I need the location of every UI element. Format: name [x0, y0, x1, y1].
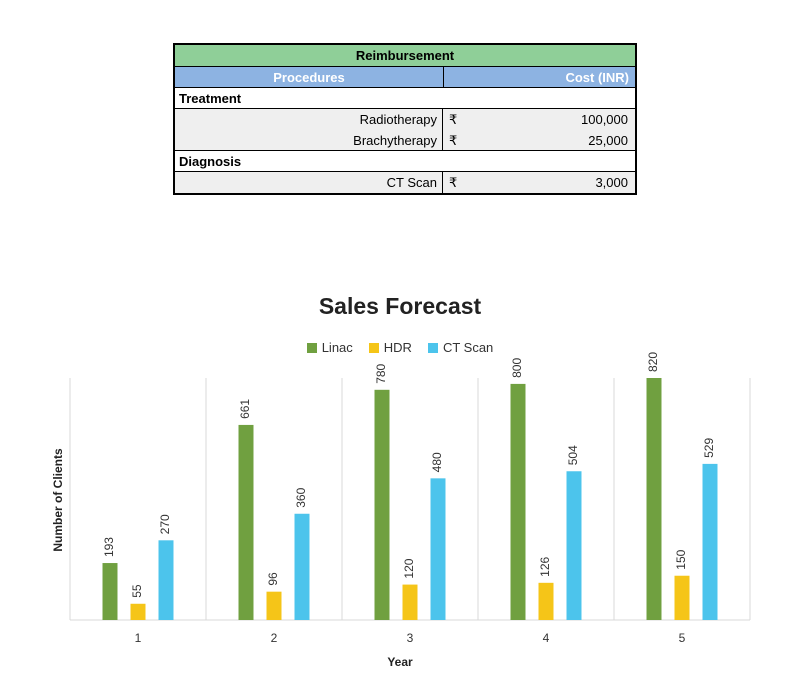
x-tick-label: 1: [135, 631, 142, 645]
currency-symbol: ₹: [449, 133, 458, 148]
data-label: 504: [566, 445, 580, 465]
data-label: 96: [266, 572, 280, 586]
data-label: 780: [374, 363, 388, 383]
data-label: 480: [430, 452, 444, 472]
data-label: 800: [510, 358, 524, 378]
data-label: 270: [158, 514, 172, 534]
table-title: Reimbursement: [175, 45, 635, 67]
x-tick-label: 3: [407, 631, 414, 645]
cost-value: 100,000: [581, 112, 628, 127]
chart-title: Sales Forecast: [318, 293, 482, 319]
header-cost: Cost (INR): [565, 70, 629, 85]
table-row: Brachytherapy ₹ 25,000: [175, 130, 635, 151]
x-tick-label: 2: [271, 631, 278, 645]
procedure-name: Brachytherapy: [175, 130, 443, 150]
data-label: 661: [238, 399, 252, 419]
bar-ct-scan: [566, 471, 582, 620]
cost-value: 25,000: [588, 133, 628, 148]
sales-forecast-chart: Sales Forecast Linac HDR CT Scan Number …: [0, 285, 800, 685]
plot-area: 193 55 270 1 661 96 360 2 780 120 480 3 800 126 504 4 82…: [69, 352, 751, 645]
header-procedures: Procedures: [175, 67, 444, 87]
bar-linac: [646, 378, 662, 620]
table-header-row: Procedures Cost (INR): [175, 67, 635, 88]
section-label: Diagnosis: [179, 153, 242, 169]
legend-item-hdr: HDR: [368, 340, 412, 355]
procedure-name: Radiotherapy: [175, 109, 443, 130]
legend-label: Linac: [321, 340, 353, 355]
legend-item-ct-scan: CT Scan: [427, 340, 494, 355]
currency-symbol: ₹: [449, 175, 458, 190]
x-tick-label: 5: [679, 631, 686, 645]
bar-linac: [374, 389, 390, 620]
legend-swatch-linac: [306, 342, 317, 353]
data-label: 126: [538, 556, 552, 576]
x-tick-label: 4: [543, 631, 550, 645]
table-row: CT Scan ₹ 3,000: [175, 172, 635, 193]
bar-hdr: [402, 584, 418, 620]
bar-ct-scan: [702, 463, 718, 620]
data-label: 529: [702, 438, 716, 458]
legend-item-linac: Linac: [306, 340, 353, 355]
bar-hdr: [674, 575, 690, 620]
bar-ct-scan: [158, 540, 174, 620]
bar-linac: [102, 563, 118, 620]
data-label: 120: [402, 558, 416, 578]
cost-value: 3,000: [595, 175, 628, 190]
bar-hdr: [266, 591, 282, 620]
legend-label: CT Scan: [442, 340, 494, 355]
data-label: 360: [294, 487, 308, 507]
data-label: 193: [102, 537, 116, 557]
table-row: Radiotherapy ₹ 100,000: [175, 109, 635, 130]
procedure-name: CT Scan: [175, 172, 443, 193]
bar-linac: [238, 424, 254, 620]
reimbursement-table: Reimbursement Procedures Cost (INR) Trea…: [173, 43, 637, 195]
bar-ct-scan: [294, 513, 310, 620]
section-diagnosis: Diagnosis: [175, 151, 635, 172]
data-label: 820: [646, 352, 660, 372]
section-label: Treatment: [179, 90, 242, 106]
bar-ct-scan: [430, 478, 446, 620]
data-label: 55: [130, 584, 144, 598]
bar-hdr: [130, 603, 146, 620]
x-axis-label: Year: [387, 655, 413, 669]
bar-hdr: [538, 582, 554, 620]
table-title-text: Reimbursement: [355, 48, 455, 63]
chart-legend: Linac HDR CT Scan: [0, 340, 800, 355]
bar-linac: [510, 383, 526, 620]
data-label: 150: [674, 549, 688, 569]
currency-symbol: ₹: [449, 112, 458, 127]
legend-swatch-hdr: [368, 342, 379, 353]
section-treatment: Treatment: [175, 88, 635, 109]
legend-label: HDR: [383, 340, 412, 355]
legend-swatch-ct-scan: [427, 342, 438, 353]
